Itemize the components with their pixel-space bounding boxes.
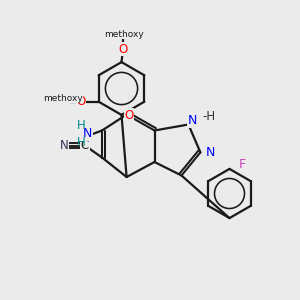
Text: O: O xyxy=(76,95,86,108)
Text: O: O xyxy=(124,109,134,122)
Text: methoxy: methoxy xyxy=(105,30,144,39)
Text: -H: -H xyxy=(202,110,215,124)
Text: methoxy: methoxy xyxy=(65,99,71,100)
Text: H: H xyxy=(77,119,86,132)
Text: N: N xyxy=(59,139,68,152)
Text: O: O xyxy=(118,43,127,56)
Text: C: C xyxy=(81,139,89,152)
Text: methoxy: methoxy xyxy=(43,94,82,103)
Text: F: F xyxy=(238,158,246,171)
Text: methoxy: methoxy xyxy=(62,101,69,102)
Text: N: N xyxy=(82,127,92,140)
Text: N: N xyxy=(206,146,216,159)
Text: H: H xyxy=(77,136,86,149)
Text: N: N xyxy=(187,114,197,128)
